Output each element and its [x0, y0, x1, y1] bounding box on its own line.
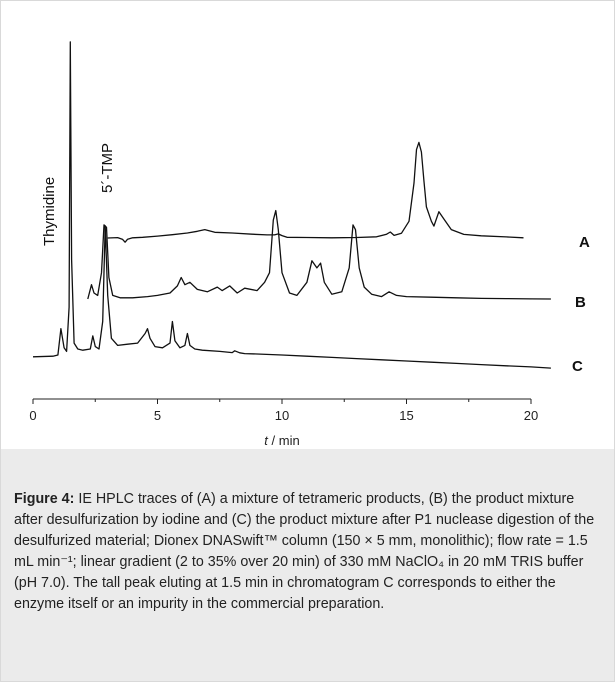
- x-axis-label-rest: / min: [268, 433, 300, 448]
- series-label-a: A: [579, 234, 590, 251]
- x-tick-label: 15: [399, 408, 413, 423]
- caption-box: Figure 4: IE HPLC traces of (A) a mixtur…: [1, 449, 614, 681]
- caption-text: IE HPLC traces of (A) a mixture of tetra…: [14, 491, 595, 612]
- figure-caption: Figure 4: IE HPLC traces of (A) a mixtur…: [14, 489, 604, 615]
- x-tick-label: 20: [524, 408, 538, 423]
- peak-annotation: 5´-TMP: [99, 143, 116, 193]
- x-axis-label-italic: t: [264, 433, 269, 448]
- x-tick-label: 0: [29, 408, 36, 423]
- caption-label: Figure 4:: [14, 491, 75, 507]
- series-label-c: C: [572, 358, 583, 375]
- chromatogram-chart: 0 5 10 15 20 t / min A B C Thymidine 5´-TMP: [29, 41, 590, 448]
- series-line-b: [87, 209, 551, 300]
- x-axis-label: t / min: [264, 433, 299, 448]
- series-line-c: [32, 41, 551, 369]
- peak-annotation: Thymidine: [41, 177, 58, 246]
- chart-area: 0 5 10 15 20 t / min A B C Thymidine 5´-TMP: [1, 1, 614, 449]
- series-line-a: [107, 141, 524, 243]
- x-tick-label: 5: [154, 408, 161, 423]
- x-tick-label: 10: [275, 408, 289, 423]
- series-label-b: B: [575, 294, 586, 311]
